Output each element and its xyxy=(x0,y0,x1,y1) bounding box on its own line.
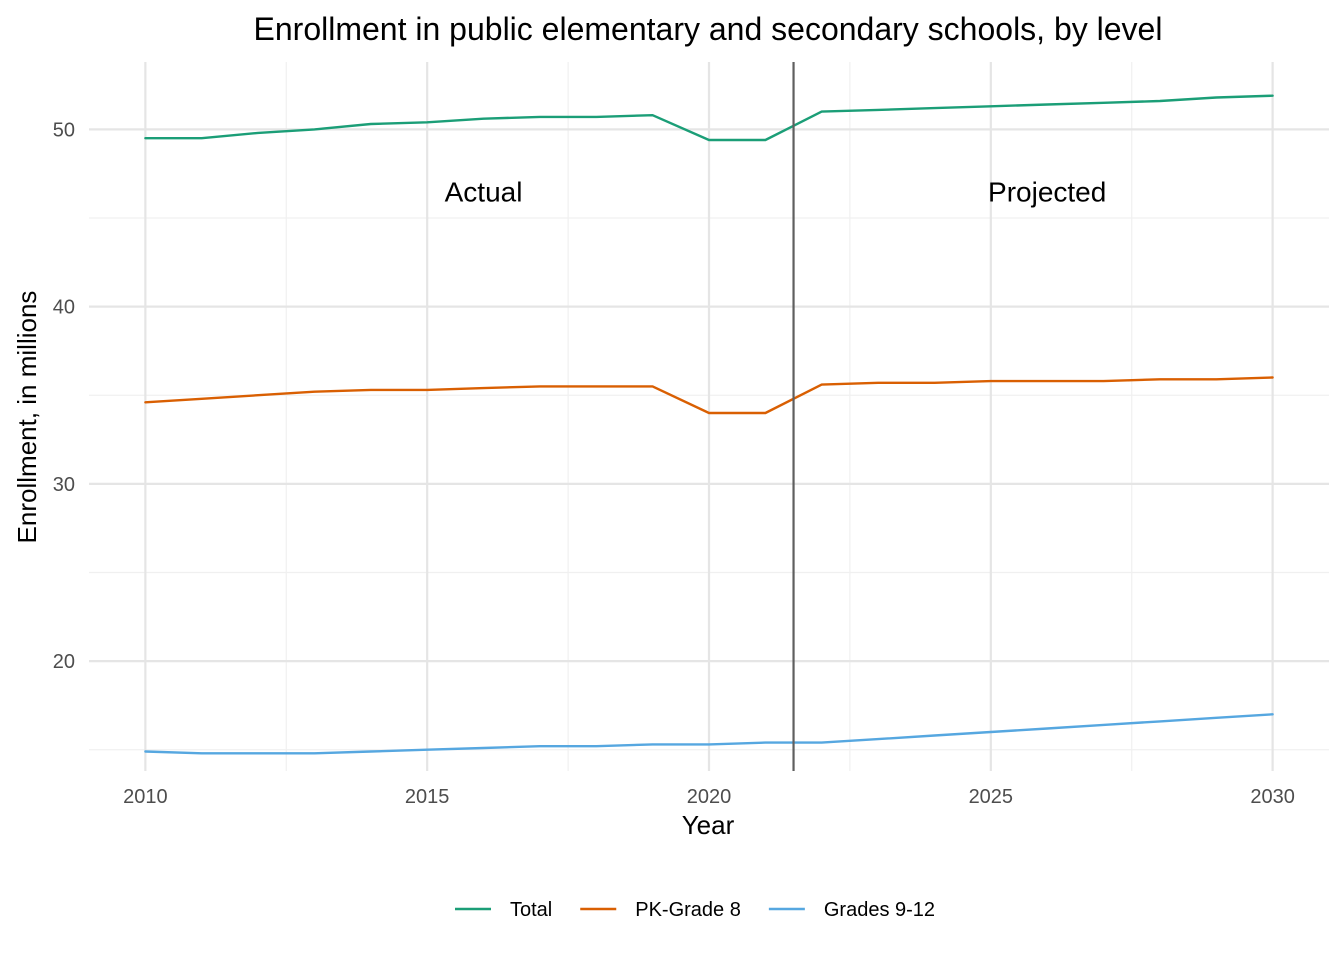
x-tick-label: 2010 xyxy=(123,786,168,808)
x-tick-label: 2020 xyxy=(687,786,732,808)
legend-item-total: Total xyxy=(455,899,552,921)
series-line-grades-9-12 xyxy=(144,713,1274,755)
x-tick-label: 2025 xyxy=(969,786,1014,808)
x-tick-label: 2015 xyxy=(405,786,450,808)
y-tick-label: 30 xyxy=(53,474,75,496)
series-lines xyxy=(144,94,1274,755)
annotation-projected: Projected xyxy=(988,176,1106,207)
series-line-pk-grade-8 xyxy=(144,376,1274,415)
y-tick-label: 40 xyxy=(53,297,75,319)
x-tick-label: 2030 xyxy=(1250,786,1295,808)
legend-label: PK-Grade 8 xyxy=(635,899,741,921)
y-tick-label: 20 xyxy=(53,651,75,673)
y-axis-ticks: 20 30 40 50 xyxy=(53,119,75,673)
legend-label: Total xyxy=(510,899,552,921)
legend-item-pk-grade-8: PK-Grade 8 xyxy=(580,899,741,921)
legend-item-grades-9-12: Grades 9-12 xyxy=(768,899,935,921)
y-axis-title: Enrollment, in millions xyxy=(12,291,42,544)
annotations: Actual Projected xyxy=(445,176,1107,207)
chart-title: Enrollment in public elementary and seco… xyxy=(254,11,1163,47)
major-gridlines xyxy=(89,62,1329,771)
x-axis-ticks: 2010 2015 2020 2025 2030 xyxy=(123,786,1295,808)
y-tick-label: 50 xyxy=(53,119,75,141)
legend: Total PK-Grade 8 Grades 9-12 xyxy=(455,899,935,921)
x-axis-title: Year xyxy=(682,810,735,840)
annotation-actual: Actual xyxy=(445,176,523,207)
legend-label: Grades 9-12 xyxy=(824,899,935,921)
